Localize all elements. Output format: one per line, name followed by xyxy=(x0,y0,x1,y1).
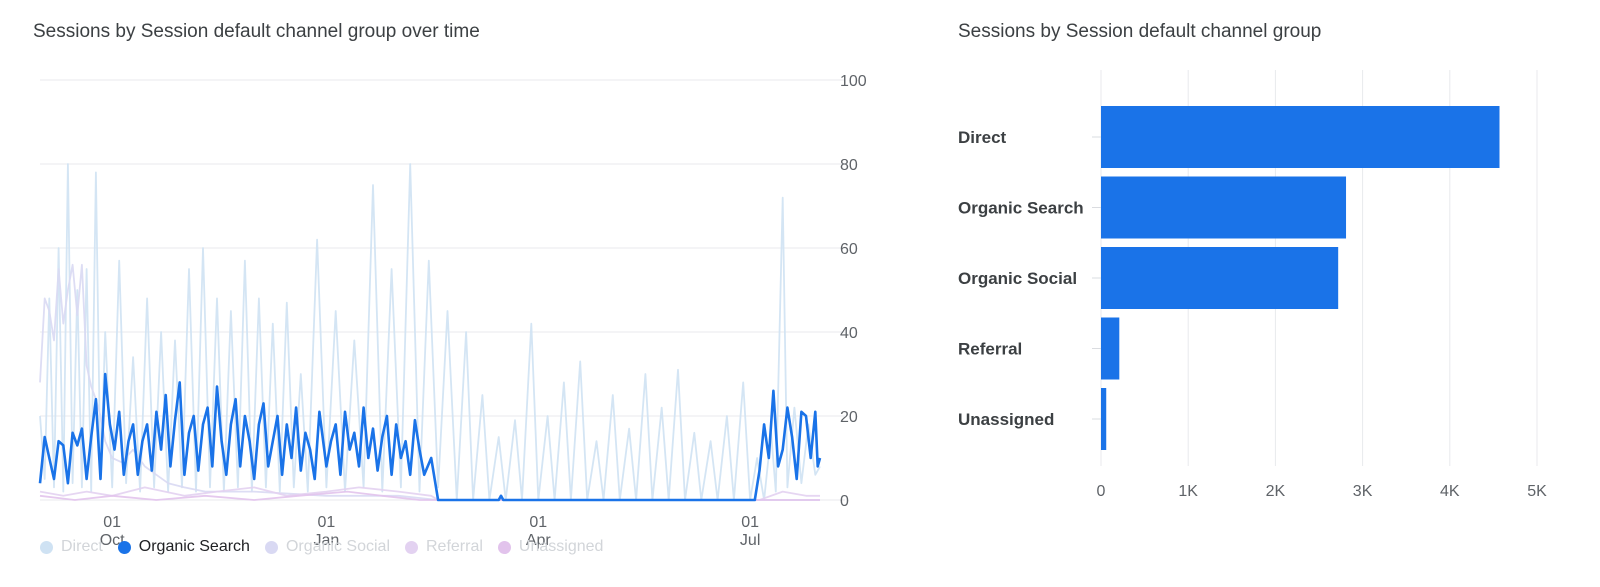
bar-organic-search xyxy=(1101,176,1347,239)
bar-direct xyxy=(1101,106,1500,168)
legend-item-referral[interactable]: Referral xyxy=(405,538,483,556)
legend-dot-icon xyxy=(405,540,418,554)
legend-label: Referral xyxy=(426,538,483,555)
bar-organic-social xyxy=(1101,247,1339,309)
line-chart-y-tick-label: 40 xyxy=(840,325,858,342)
line-chart-y-tick-label: 0 xyxy=(840,493,849,510)
bar-chart-x-tick-label: 1K xyxy=(1178,483,1198,500)
line-chart-x-tick-month: Apr xyxy=(526,532,552,549)
bar-chart-x-tick-label: 5K xyxy=(1527,483,1547,500)
bar-category-label: Referral xyxy=(958,340,1022,359)
line-chart-y-tick-label: 20 xyxy=(840,409,858,426)
series-line-referral xyxy=(39,486,820,501)
line-chart-x-tick-month: Jul xyxy=(740,532,760,549)
series-line-organic-search xyxy=(38,372,822,502)
line-chart-title: Sessions by Session default channel grou… xyxy=(33,21,480,42)
line-chart-x-tick-day: 01 xyxy=(529,514,547,531)
bar-chart-x-tick-label: 2K xyxy=(1266,483,1286,500)
bar-referral xyxy=(1101,317,1120,380)
line-chart-y-tick-label: 80 xyxy=(840,157,858,174)
bar-chart-x-tick-label: 0 xyxy=(1097,483,1106,500)
legend-item-direct[interactable]: Direct xyxy=(40,538,103,556)
legend-item-unassigned[interactable]: Unassigned xyxy=(497,538,604,556)
series-line-direct xyxy=(39,163,821,501)
legend-dot-icon xyxy=(117,540,131,554)
bar-category-label: Direct xyxy=(958,128,1007,147)
series-line-unassigned xyxy=(39,490,820,501)
line-chart-x-tick-day: 01 xyxy=(103,514,121,531)
sessions-by-channel-bar-chart: 0 1K 2K 3K 4K 5K Direct Organic Search Organic S… xyxy=(958,70,1547,500)
legend-label: Organic Search xyxy=(138,538,250,555)
bar-chart-x-tick-label: 3K xyxy=(1353,483,1373,500)
line-chart-x-tick-day: 01 xyxy=(317,514,335,531)
bar-category-label: Organic Search xyxy=(958,199,1084,218)
legend-label: Organic Social xyxy=(285,538,390,555)
line-chart-y-tick-label: 100 xyxy=(840,73,867,90)
legend-item-organic-search[interactable]: Organic Search xyxy=(117,538,250,556)
bar-category-label: Unassigned xyxy=(958,410,1054,429)
line-chart-legend: Direct Organic Search Organic Social Referr… xyxy=(40,538,618,556)
line-chart-y-tick-label: 60 xyxy=(840,241,858,258)
legend-label: Unassigned xyxy=(518,538,604,555)
bar-unassigned xyxy=(1101,388,1107,450)
legend-dot-icon xyxy=(40,540,53,554)
legend-label: Direct xyxy=(61,538,103,555)
legend-dot-icon xyxy=(497,540,511,554)
line-chart-x-tick-day: 01 xyxy=(741,514,759,531)
bar-chart-x-tick-label: 4K xyxy=(1440,483,1460,500)
bar-category-label: Organic Social xyxy=(958,269,1077,288)
legend-dot-icon xyxy=(264,540,278,554)
legend-item-organic-social[interactable]: Organic Social xyxy=(264,538,390,556)
line-chart-x-tick-month: Jan xyxy=(313,532,339,549)
bar-chart-title: Sessions by Session default channel grou… xyxy=(958,21,1322,42)
